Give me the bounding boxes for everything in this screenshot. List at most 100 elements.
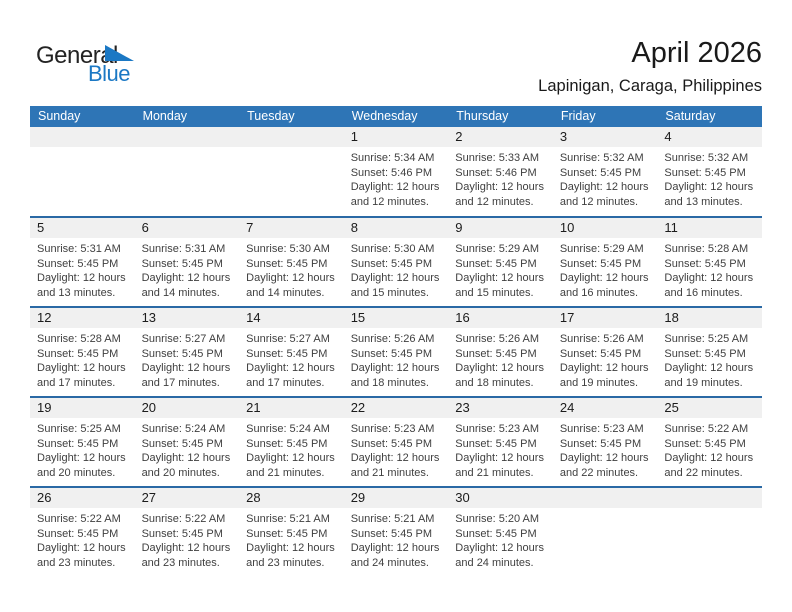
day-cell: 26 Sunrise: 5:22 AM Sunset: 5:45 PM Dayligh… <box>30 488 135 576</box>
day-sun-info: Sunrise: 5:33 AM Sunset: 5:46 PM Daylight:… <box>448 147 553 209</box>
day-number: 11 <box>657 218 762 238</box>
day-sun-info: Sunrise: 5:32 AM Sunset: 5:45 PM Daylight:… <box>553 147 658 209</box>
day-info-line: and 19 minutes. <box>559 376 639 389</box>
day-info-line: Sunrise: 5:32 AM <box>664 152 749 164</box>
weekday-label-sunday: Sunday <box>38 109 81 123</box>
day-info-line: Sunset: 5:45 PM <box>37 347 119 360</box>
day-cell: 14 Sunrise: 5:27 AM Sunset: 5:45 PM Dayligh… <box>239 308 344 396</box>
day-info-line: Sunset: 5:45 PM <box>664 257 746 270</box>
day-info-line: and 14 minutes. <box>141 286 220 299</box>
day-cell: 9 Sunrise: 5:29 AM Sunset: 5:45 PM Daylight… <box>448 218 553 306</box>
day-info-line: Sunset: 5:45 PM <box>37 257 119 270</box>
day-sun-info: Sunrise: 5:22 AM Sunset: 5:45 PM Daylight:… <box>657 418 762 480</box>
calendar-table: Sunday Monday Tuesday Wednesday Thursday Frid… <box>30 106 762 576</box>
day-number: 17 <box>552 308 658 328</box>
day-cell: 5 Sunrise: 5:31 AM Sunset: 5:45 PM Daylight… <box>30 218 135 306</box>
day-cell: 10 Sunrise: 5:29 AM Sunset: 5:45 PM Dayligh… <box>552 218 658 306</box>
day-info-line: Daylight: 12 hours <box>559 272 649 285</box>
day-info-line: and 18 minutes. <box>455 376 534 389</box>
weekday-label-thursday: Thursday <box>456 109 509 123</box>
day-sun-info: Sunrise: 5:27 AM Sunset: 5:45 PM Daylight:… <box>135 328 240 390</box>
day-sun-info: Sunrise: 5:22 AM Sunset: 5:45 PM Daylight:… <box>30 508 135 570</box>
day-sun-info: Sunrise: 5:30 AM Sunset: 5:45 PM Daylight:… <box>239 238 344 300</box>
day-info-line: Sunset: 5:45 PM <box>141 527 223 540</box>
day-cell: 18 Sunrise: 5:25 AM Sunset: 5:45 PM Dayligh… <box>657 308 762 396</box>
day-cell: 30 Sunrise: 5:20 AM Sunset: 5:45 PM Dayligh… <box>448 488 553 576</box>
day-number: 26 <box>30 488 135 508</box>
day-number: 1 <box>343 127 449 147</box>
day-info-line: Daylight: 12 hours <box>246 272 335 285</box>
day-sun-info: Sunrise: 5:30 AM Sunset: 5:45 PM Daylight:… <box>344 238 449 300</box>
day-info-line: Daylight: 12 hours <box>664 362 754 375</box>
day-sun-info: Sunrise: 5:32 AM Sunset: 5:45 PM Daylight:… <box>657 147 762 209</box>
day-cell: 22 Sunrise: 5:23 AM Sunset: 5:45 PM Dayligh… <box>343 398 449 486</box>
day-info-line: Daylight: 12 hours <box>37 272 126 285</box>
day-info-line: Sunrise: 5:26 AM <box>350 333 435 345</box>
day-info-line: and 23 minutes. <box>246 556 325 569</box>
general-blue-logo: General Blue <box>36 42 156 86</box>
day-number: 4 <box>657 127 762 147</box>
day-info-line: Daylight: 12 hours <box>455 181 544 194</box>
day-info-line: Daylight: 12 hours <box>246 542 335 555</box>
day-info-line: Daylight: 12 hours <box>350 181 440 194</box>
day-sun-info: Sunrise: 5:26 AM Sunset: 5:45 PM Daylight:… <box>344 328 449 390</box>
day-info-line: and 17 minutes. <box>141 376 220 389</box>
day-number <box>552 488 658 508</box>
day-info-line: Sunrise: 5:31 AM <box>37 243 121 255</box>
day-sun-info: Sunrise: 5:23 AM Sunset: 5:45 PM Daylight:… <box>344 418 449 480</box>
day-cell: 23 Sunrise: 5:23 AM Sunset: 5:45 PM Dayligh… <box>448 398 553 486</box>
day-info-line: Sunrise: 5:26 AM <box>455 333 540 345</box>
weekday-label-tuesday: Tuesday <box>247 109 295 123</box>
day-number: 28 <box>239 488 344 508</box>
day-number: 20 <box>134 398 240 418</box>
day-info-line: Sunrise: 5:28 AM <box>37 333 121 345</box>
day-info-line: and 20 minutes. <box>141 466 220 479</box>
day-info-line: Sunset: 5:45 PM <box>559 166 642 179</box>
day-info-line: Daylight: 12 hours <box>37 542 126 555</box>
day-number: 15 <box>343 308 449 328</box>
day-cell: 1 Sunrise: 5:34 AM Sunset: 5:46 PM Daylight… <box>343 127 449 216</box>
day-info-line: Sunrise: 5:21 AM <box>350 513 435 525</box>
day-info-line: Sunrise: 5:20 AM <box>455 513 540 525</box>
day-info-line: and 24 minutes. <box>350 556 429 569</box>
day-info-line: Sunset: 5:45 PM <box>455 347 537 360</box>
day-info-line: and 12 minutes. <box>350 195 429 208</box>
day-sun-info: Sunrise: 5:26 AM Sunset: 5:45 PM Daylight:… <box>553 328 658 390</box>
day-info-line: Sunset: 5:45 PM <box>37 527 119 540</box>
day-info-line: Sunset: 5:45 PM <box>559 257 642 270</box>
day-info-line: Sunset: 5:45 PM <box>37 437 119 450</box>
day-sun-info: Sunrise: 5:21 AM Sunset: 5:45 PM Daylight:… <box>239 508 344 570</box>
day-info-line: Daylight: 12 hours <box>455 362 544 375</box>
day-info-line: Sunrise: 5:24 AM <box>141 423 226 435</box>
day-sun-info: Sunrise: 5:25 AM Sunset: 5:45 PM Daylight:… <box>30 418 135 480</box>
day-info-line: and 23 minutes. <box>37 556 116 569</box>
day-info-line: and 12 minutes. <box>455 195 534 208</box>
day-info-line: Sunrise: 5:22 AM <box>664 423 749 435</box>
day-info-line: Sunrise: 5:34 AM <box>350 152 435 164</box>
day-info-line: and 21 minutes. <box>455 466 534 479</box>
day-cell: 21 Sunrise: 5:24 AM Sunset: 5:45 PM Dayligh… <box>239 398 344 486</box>
day-info-line: Sunrise: 5:23 AM <box>559 423 644 435</box>
day-cell: 29 Sunrise: 5:21 AM Sunset: 5:45 PM Dayligh… <box>343 488 449 576</box>
day-number: 7 <box>239 218 344 238</box>
day-info-line: Daylight: 12 hours <box>664 452 754 465</box>
day-info-line: Sunset: 5:45 PM <box>246 347 328 360</box>
day-info-line: and 20 minutes. <box>37 466 116 479</box>
day-number: 30 <box>448 488 553 508</box>
day-info-line: Sunrise: 5:23 AM <box>455 423 540 435</box>
day-info-line: Daylight: 12 hours <box>350 542 440 555</box>
week-row: 12 Sunrise: 5:28 AM Sunset: 5:45 PM Dayligh… <box>30 306 762 396</box>
day-info-line: Sunrise: 5:24 AM <box>246 423 330 435</box>
day-info-line: Sunset: 5:45 PM <box>664 437 746 450</box>
day-info-line: and 21 minutes. <box>350 466 429 479</box>
empty-day-cell <box>552 488 658 576</box>
day-info-line: Sunrise: 5:22 AM <box>141 513 226 525</box>
day-sun-info: Sunrise: 5:23 AM Sunset: 5:45 PM Daylight:… <box>553 418 658 480</box>
week-row: 26 Sunrise: 5:22 AM Sunset: 5:45 PM Dayligh… <box>30 486 762 576</box>
day-cell: 27 Sunrise: 5:22 AM Sunset: 5:45 PM Dayligh… <box>134 488 240 576</box>
day-number: 13 <box>134 308 240 328</box>
day-info-line: Daylight: 12 hours <box>350 362 440 375</box>
day-number <box>657 488 762 508</box>
day-cell: 19 Sunrise: 5:25 AM Sunset: 5:45 PM Dayligh… <box>30 398 135 486</box>
day-cell: 3 Sunrise: 5:32 AM Sunset: 5:45 PM Daylight… <box>552 127 658 216</box>
